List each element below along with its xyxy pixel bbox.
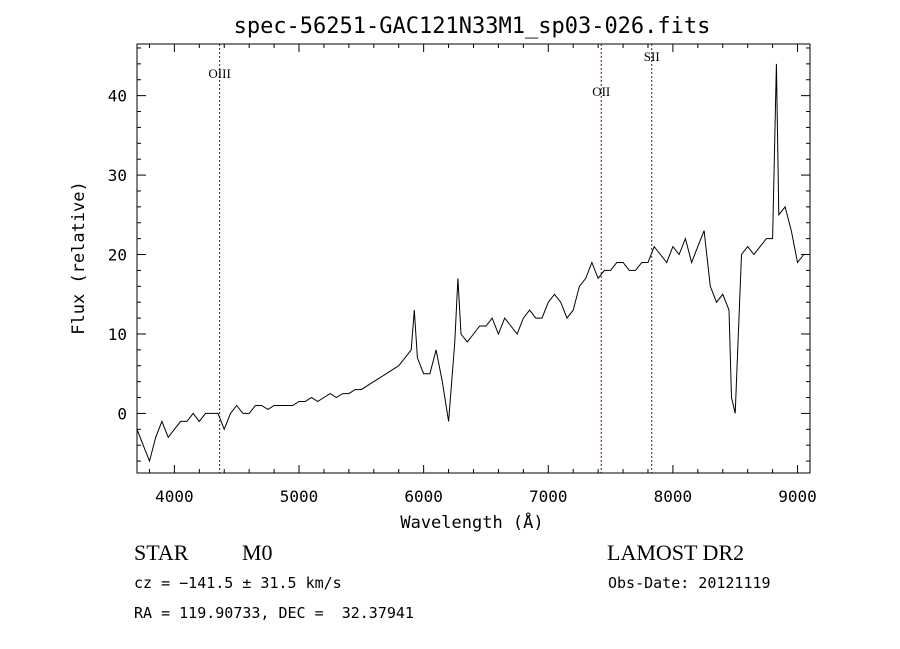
spectral-line-label: SII xyxy=(644,49,660,64)
x-tick-label: 7000 xyxy=(529,487,568,506)
plot-frame xyxy=(136,43,811,474)
axis-ticks: 4000 5000 6000 7000 8000 9000 0 10 20 30 40 xyxy=(108,44,817,506)
spectrum-series-line xyxy=(136,63,805,463)
y-tick-label: 40 xyxy=(108,87,127,106)
spectral-line-label: OII xyxy=(592,84,610,99)
obs-date: Obs-Date: 20121119 xyxy=(608,574,771,592)
x-tick-label: 9000 xyxy=(778,487,817,506)
spectral-line-label: OIII xyxy=(208,66,230,81)
x-tick-label: 8000 xyxy=(654,487,693,506)
y-tick-label: 0 xyxy=(117,404,127,423)
x-tick-label: 6000 xyxy=(404,487,443,506)
x-axis-label: Wavelength (Å) xyxy=(400,511,543,533)
x-tick-label: 5000 xyxy=(280,487,319,506)
object-class: STAR xyxy=(134,540,189,565)
chart-title: spec-56251-GAC121N33M1_sp03-026.fits xyxy=(234,14,711,39)
y-axis-label: Flux (relative) xyxy=(69,181,89,335)
redshift-readout: cz = −141.5 ± 31.5 km/s xyxy=(134,574,342,592)
coordinates: RA = 119.90733, DEC = 32.37941 xyxy=(134,604,414,622)
plot-area: OIII OII SII xyxy=(136,44,805,473)
x-tick-label: 4000 xyxy=(155,487,194,506)
y-tick-label: 20 xyxy=(108,246,127,265)
survey-name: LAMOST DR2 xyxy=(607,540,745,565)
object-subclass: M0 xyxy=(242,540,273,565)
y-tick-label: 30 xyxy=(108,166,127,185)
y-tick-label: 10 xyxy=(108,325,127,344)
